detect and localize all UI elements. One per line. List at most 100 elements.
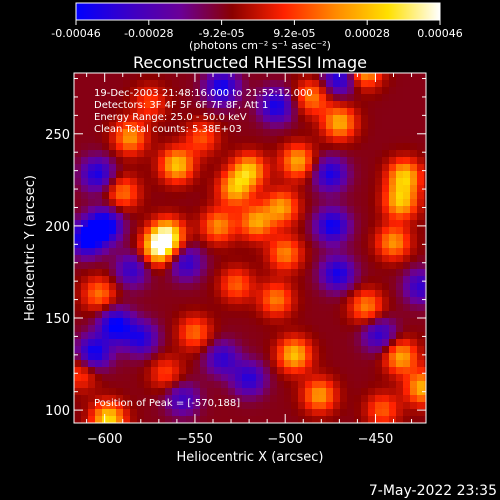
heatmap-cell xyxy=(179,262,187,270)
heatmap-cell xyxy=(319,332,327,340)
heatmap-cell xyxy=(347,220,355,228)
heatmap-cell xyxy=(277,164,285,172)
heatmap-cell xyxy=(291,101,299,109)
heatmap-cell xyxy=(326,220,334,228)
heatmap-cell xyxy=(410,73,418,81)
heatmap-cell xyxy=(291,311,299,319)
heatmap-cell xyxy=(284,94,292,102)
heatmap-cell xyxy=(396,94,404,102)
heatmap-cell xyxy=(200,122,208,130)
heatmap-cell xyxy=(375,304,383,312)
heatmap-cell xyxy=(249,325,257,333)
heatmap-cell xyxy=(74,374,82,382)
heatmap-cell xyxy=(200,402,208,410)
heatmap-cell xyxy=(235,108,243,116)
heatmap-cell xyxy=(88,388,96,396)
heatmap-cell xyxy=(137,248,145,256)
heatmap-cell xyxy=(382,157,390,165)
colorbar-unit-label: (photons cm⁻² s⁻¹ asec⁻²) xyxy=(189,39,331,52)
heatmap-cell xyxy=(256,269,264,277)
heatmap-cell xyxy=(256,94,264,102)
heatmap-cell xyxy=(242,213,250,221)
heatmap-cell xyxy=(298,325,306,333)
heatmap-cell xyxy=(249,409,257,417)
heatmap-cell xyxy=(186,87,194,95)
heatmap-cell xyxy=(326,255,334,263)
heatmap-cell xyxy=(410,248,418,256)
heatmap-cell xyxy=(88,220,96,228)
heatmap-cell xyxy=(221,185,229,193)
heatmap-cell xyxy=(368,220,376,228)
heatmap-cell xyxy=(340,241,348,249)
heatmap-cell xyxy=(396,164,404,172)
heatmap-cell xyxy=(375,290,383,298)
heatmap-cell xyxy=(256,115,264,123)
heatmap-cell xyxy=(249,73,257,81)
heatmap-cell xyxy=(417,416,425,423)
heatmap-cell xyxy=(74,108,82,116)
heatmap-cell xyxy=(228,255,236,263)
heatmap-cell xyxy=(291,374,299,382)
heatmap-cell xyxy=(319,248,327,256)
heatmap-cell xyxy=(228,276,236,284)
heatmap-cell xyxy=(340,388,348,396)
heatmap-cell xyxy=(186,290,194,298)
heatmap-cell xyxy=(179,227,187,235)
heatmap-cell xyxy=(417,101,425,109)
heatmap-cell xyxy=(368,150,376,158)
heatmap-cell xyxy=(137,339,145,347)
heatmap-cell xyxy=(81,339,89,347)
heatmap-cell xyxy=(88,80,96,88)
heatmap-cell xyxy=(165,213,173,221)
heatmap-cell xyxy=(410,409,418,417)
heatmap-cell xyxy=(410,115,418,123)
heatmap-cell xyxy=(270,248,278,256)
heatmap-cell xyxy=(228,283,236,291)
heatmap-cell xyxy=(270,164,278,172)
heatmap-cell xyxy=(214,283,222,291)
heatmap-cell xyxy=(186,297,194,305)
heatmap-cell xyxy=(424,409,426,417)
heatmap-cell xyxy=(158,255,166,263)
heatmap-cell xyxy=(207,199,215,207)
heatmap-cell xyxy=(186,94,194,102)
heatmap-cell xyxy=(291,143,299,151)
heatmap-cell xyxy=(249,388,257,396)
heatmap-cell xyxy=(312,115,320,123)
heatmap-cell xyxy=(249,360,257,368)
heatmap-cell xyxy=(277,346,285,354)
heatmap-cell xyxy=(326,346,334,354)
heatmap-cell xyxy=(263,269,271,277)
heatmap-cell xyxy=(165,122,173,130)
heatmap-cell xyxy=(200,220,208,228)
heatmap-cell xyxy=(179,129,187,137)
heatmap-cell xyxy=(368,297,376,305)
heatmap-cell xyxy=(88,318,96,326)
heatmap-cell xyxy=(109,178,117,186)
heatmap-cell xyxy=(403,353,411,361)
heatmap-cell xyxy=(165,129,173,137)
heatmap-cell xyxy=(116,346,124,354)
heatmap-cell xyxy=(200,304,208,312)
heatmap-cell xyxy=(102,283,110,291)
heatmap-cell xyxy=(221,346,229,354)
heatmap-cell xyxy=(263,255,271,263)
heatmap-cell xyxy=(158,283,166,291)
heatmap-cell xyxy=(284,178,292,186)
heatmap-cell xyxy=(291,332,299,340)
heatmap-cell xyxy=(368,108,376,116)
heatmap-cell xyxy=(228,304,236,312)
heatmap-cell xyxy=(165,304,173,312)
heatmap-cell xyxy=(186,199,194,207)
heatmap-cell xyxy=(410,388,418,396)
heatmap-cell xyxy=(319,220,327,228)
heatmap-cell xyxy=(235,311,243,319)
heatmap-cell xyxy=(228,262,236,270)
heatmap-cell xyxy=(368,213,376,221)
heatmap-cell xyxy=(109,129,117,137)
heatmap-cell xyxy=(144,318,152,326)
heatmap-cell xyxy=(102,297,110,305)
heatmap-cell xyxy=(361,297,369,305)
heatmap-cell xyxy=(116,360,124,368)
heatmap-cell xyxy=(368,199,376,207)
